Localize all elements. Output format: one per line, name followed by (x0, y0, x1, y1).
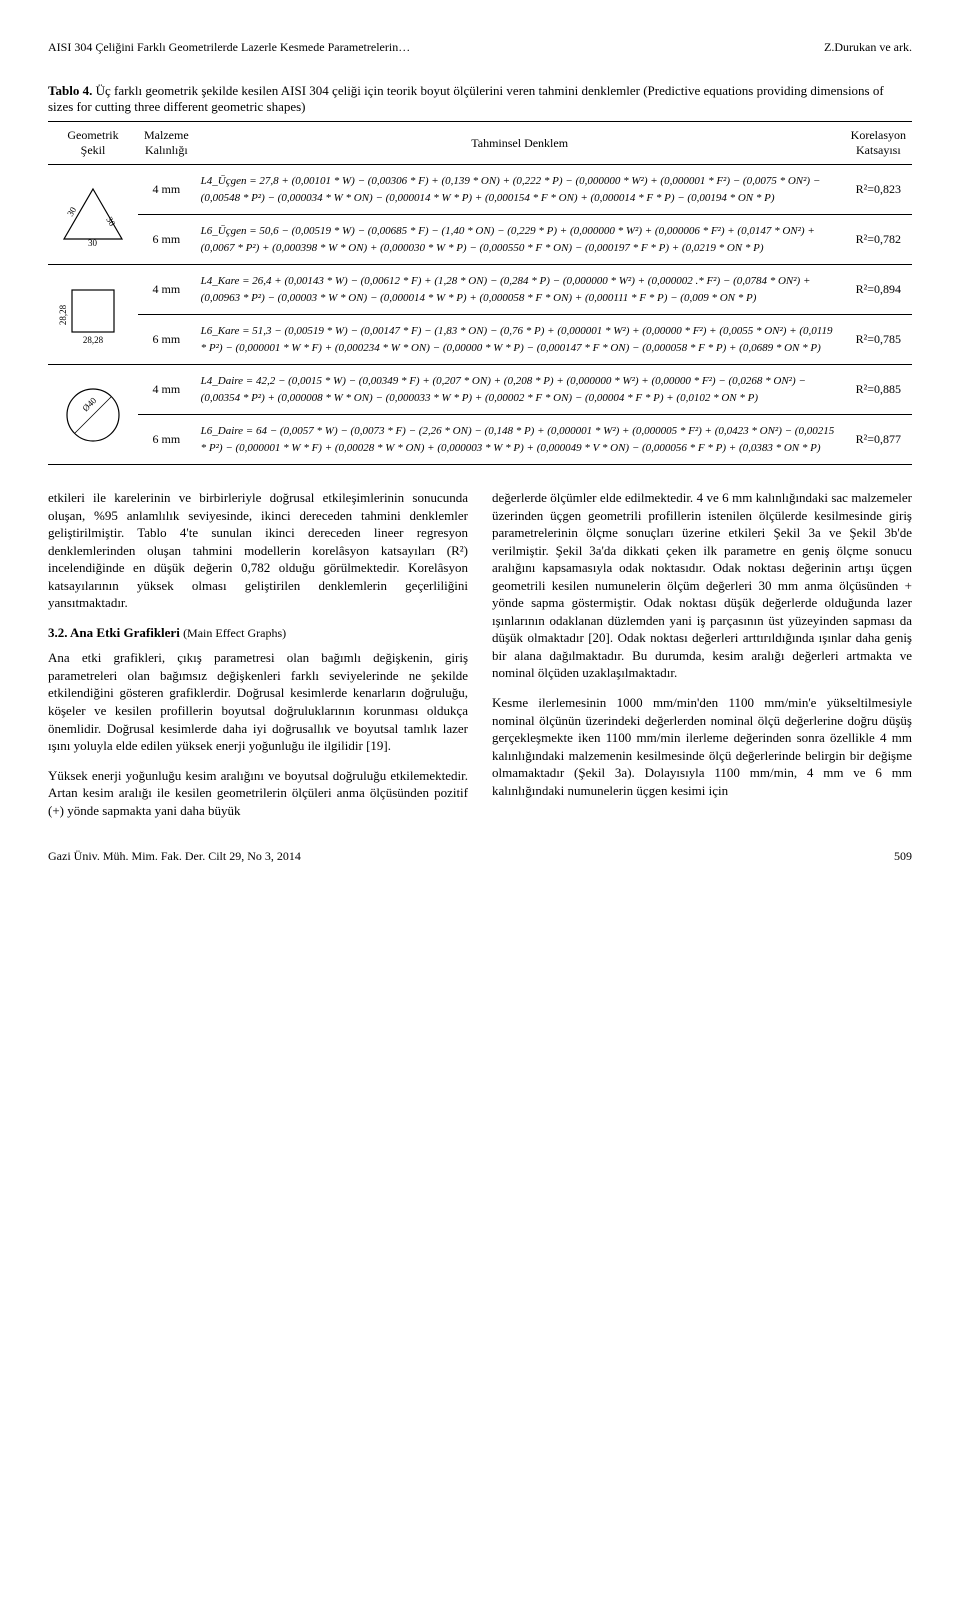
footer-right: 509 (894, 849, 912, 864)
thickness-cell: 6 mm (138, 215, 195, 265)
table-caption-label: Tablo 4. (48, 83, 92, 98)
table-row: 6 mm L6_Kare = 51,3 − (0,00519 * W) − (0… (48, 315, 912, 365)
square-side-a: 28,28 (58, 304, 68, 325)
thickness-cell: 6 mm (138, 415, 195, 465)
body-p3: Yüksek enerji yoğunluğu kesim aralığını … (48, 767, 468, 820)
table-row: 30 30 30 4 mm L4_Üçgen = 27,8 + (0,00101… (48, 165, 912, 215)
body-p5: Kesme ilerlemesinin 1000 mm/min'den 1100… (492, 694, 912, 799)
heading-3-2-main: 3.2. Ana Etki Grafikleri (48, 625, 180, 640)
col-equation: Tahminsel Denklem (195, 122, 845, 165)
thickness-cell: 4 mm (138, 165, 195, 215)
equation-cell: L6_Kare = 51,3 − (0,00519 * W) − (0,0014… (195, 315, 845, 365)
heading-3-2: 3.2. Ana Etki Grafikleri (Main Effect Gr… (48, 624, 468, 642)
equation-cell: L4_Kare = 26,4 + (0,00143 * W) − (0,0061… (195, 265, 845, 315)
r2-cell: R²=0,885 (845, 365, 912, 415)
page-header: AISI 304 Çeliğini Farklı Geometrilerde L… (48, 40, 912, 55)
col-thickness-l2: Kalınlığı (145, 143, 188, 157)
heading-3-2-sub: (Main Effect Graphs) (183, 626, 286, 640)
equation-cell: L6_Daire = 64 − (0,0057 * W) − (0,0073 *… (195, 415, 845, 465)
body-p1: etkileri ile karelerinin ve birbirleriyl… (48, 489, 468, 612)
triangle-icon: 30 30 30 (58, 183, 128, 247)
body-p4: değerlerde ölçümler elde edilmektedir. 4… (492, 489, 912, 682)
geom-circle: Ø40 (48, 365, 138, 465)
r2-cell: R²=0,894 (845, 265, 912, 315)
triangle-side-c: 30 (88, 238, 98, 247)
circle-dia: Ø40 (80, 395, 98, 413)
body-columns: etkileri ile karelerinin ve birbirleriyl… (48, 489, 912, 821)
table-row: 6 mm L6_Üçgen = 50,6 − (0,00519 * W) − (… (48, 215, 912, 265)
footer-left: Gazi Üniv. Müh. Mim. Fak. Der. Cilt 29, … (48, 849, 301, 864)
col-r2-l1: Korelasyon (851, 128, 906, 142)
r2-cell: R²=0,877 (845, 415, 912, 465)
equation-cell: L4_Daire = 42,2 − (0,0015 * W) − (0,0034… (195, 365, 845, 415)
r2-cell: R²=0,823 (845, 165, 912, 215)
equation-cell: L6_Üçgen = 50,6 − (0,00519 * W) − (0,006… (195, 215, 845, 265)
circle-icon: Ø40 (58, 380, 128, 450)
page-footer: Gazi Üniv. Müh. Mim. Fak. Der. Cilt 29, … (48, 849, 912, 864)
triangle-side-a: 30 (65, 204, 78, 217)
body-p2: Ana etki grafikleri, çıkış parametresi o… (48, 649, 468, 754)
table-caption-text: Üç farklı geometrik şekilde kesilen AISI… (48, 83, 884, 114)
geom-triangle: 30 30 30 (48, 165, 138, 265)
table-row: 6 mm L6_Daire = 64 − (0,0057 * W) − (0,0… (48, 415, 912, 465)
table-header-row: Geometrik Şekil Malzeme Kalınlığı Tahmin… (48, 122, 912, 165)
geom-square: 28,28 28,28 (48, 265, 138, 365)
table-row: Ø40 4 mm L4_Daire = 42,2 − (0,0015 * W) … (48, 365, 912, 415)
r2-cell: R²=0,785 (845, 315, 912, 365)
col-r2: Korelasyon Katsayısı (845, 122, 912, 165)
header-right: Z.Durukan ve ark. (824, 40, 912, 55)
equations-table: Geometrik Şekil Malzeme Kalınlığı Tahmin… (48, 121, 912, 465)
table-row: 28,28 28,28 4 mm L4_Kare = 26,4 + (0,001… (48, 265, 912, 315)
col-r2-l2: Katsayısı (856, 143, 901, 157)
col-thickness: Malzeme Kalınlığı (138, 122, 195, 165)
r2-cell: R²=0,782 (845, 215, 912, 265)
col-geom-shape: Geometrik Şekil (48, 122, 138, 165)
square-icon: 28,28 28,28 (58, 280, 128, 350)
table-caption: Tablo 4. Üç farklı geometrik şekilde kes… (48, 83, 912, 115)
equation-cell: L4_Üçgen = 27,8 + (0,00101 * W) − (0,003… (195, 165, 845, 215)
header-left: AISI 304 Çeliğini Farklı Geometrilerde L… (48, 40, 410, 55)
col-thickness-l1: Malzeme (144, 128, 189, 142)
thickness-cell: 4 mm (138, 365, 195, 415)
square-side-b: 28,28 (83, 335, 104, 345)
thickness-cell: 6 mm (138, 315, 195, 365)
thickness-cell: 4 mm (138, 265, 195, 315)
triangle-side-b: 30 (104, 215, 117, 228)
